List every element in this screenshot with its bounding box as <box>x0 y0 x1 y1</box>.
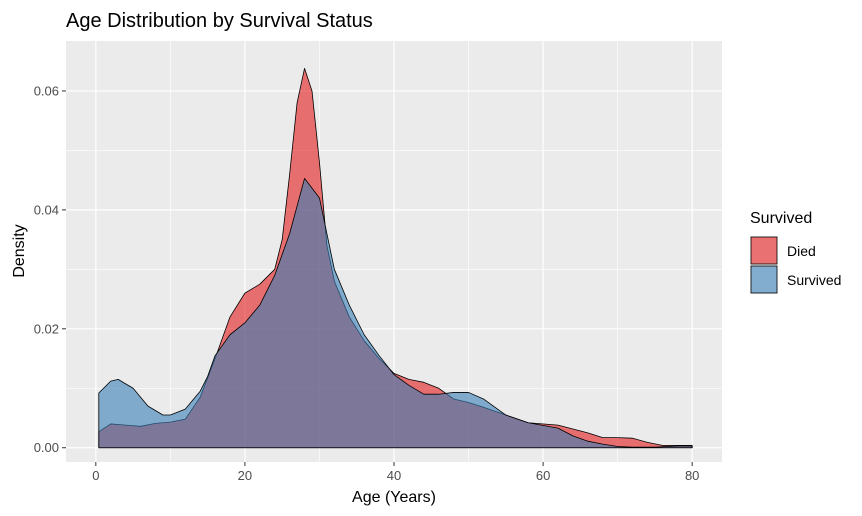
chart-title: Age Distribution by Survival Status <box>66 10 373 32</box>
x-tick-label: 40 <box>387 468 401 483</box>
y-tick-label: 0.00 <box>34 440 59 455</box>
x-tick-label: 0 <box>92 468 99 483</box>
x-tick-label: 20 <box>238 468 252 483</box>
density-area-survived <box>98 177 693 449</box>
legend-swatch-died <box>750 236 778 265</box>
axis-ticks <box>62 90 693 466</box>
y-axis-title: Density <box>11 224 28 277</box>
legend-label-died: Died <box>787 243 816 259</box>
y-tick-label: 0.06 <box>34 83 59 98</box>
axis-tick-labels: 0 20 40 60 80 0.00 0.02 0.04 0.06 <box>34 83 700 483</box>
density-areas <box>98 67 693 449</box>
y-tick-label: 0.04 <box>34 202 59 217</box>
x-axis-title: Age (Years) <box>352 489 436 506</box>
legend-label-survived: Survived <box>787 272 841 288</box>
legend: Survived Died Survived <box>750 210 841 294</box>
legend-swatch-survived <box>750 265 778 294</box>
y-tick-label: 0.02 <box>34 321 59 336</box>
legend-title: Survived <box>750 210 812 227</box>
x-tick-label: 60 <box>536 468 550 483</box>
x-tick-label: 80 <box>685 468 699 483</box>
